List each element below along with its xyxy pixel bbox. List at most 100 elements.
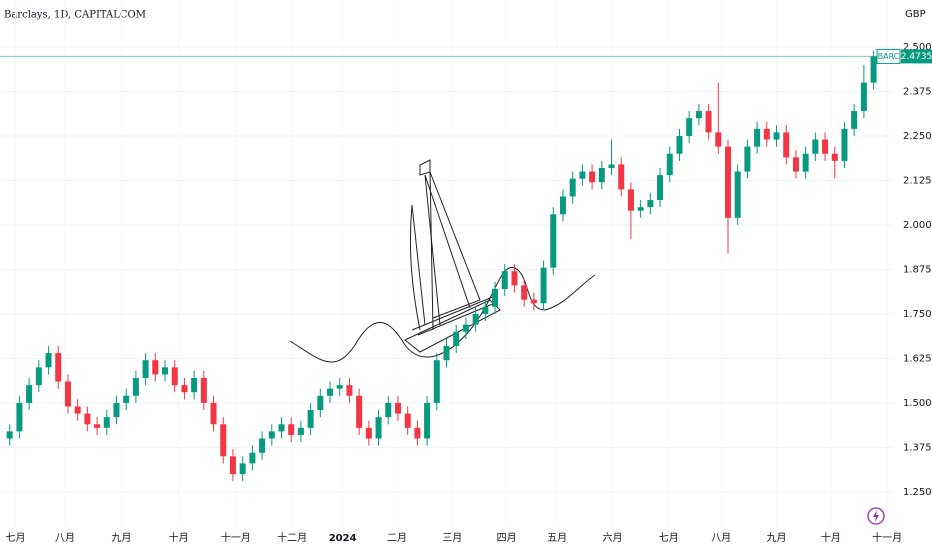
candle-body [773, 132, 780, 140]
candle-body [210, 402, 217, 425]
candle-body [239, 463, 246, 475]
symbol-tag [876, 48, 901, 64]
candle-body [113, 402, 120, 418]
y-tick-label: 2.2500 [903, 131, 932, 142]
candle-body [686, 118, 693, 136]
candle-body [414, 427, 421, 439]
candle-body [404, 413, 411, 428]
candle-body [297, 427, 304, 435]
candle-body [45, 353, 52, 368]
candle-body [550, 214, 557, 268]
candle-body [802, 153, 809, 172]
candle-body [695, 111, 702, 119]
chart-title: Barclays, 1D, CAPITALCOM [4, 10, 146, 21]
candle-body [783, 132, 790, 158]
candle-body [598, 168, 605, 183]
y-tick-label: 1.8750 [903, 264, 932, 275]
price-label: 2.4735 [901, 52, 932, 62]
plot-area [6, 50, 877, 482]
candle-body [647, 200, 654, 208]
candle-body [424, 402, 431, 439]
x-tick-label: 二月 [387, 532, 407, 544]
candle-body [792, 157, 799, 172]
y-tick-label: 1.6250 [903, 353, 932, 364]
candle-body [831, 153, 838, 161]
candle-body [346, 385, 353, 396]
grid [0, 46, 893, 493]
candle-body [501, 271, 508, 290]
candle-body [715, 132, 722, 147]
candle-body [16, 402, 23, 432]
x-tick-label: 十二月 [277, 531, 307, 544]
candle-body [336, 385, 343, 389]
candle-body [618, 164, 625, 190]
candle-body [84, 413, 91, 425]
candle-body [860, 82, 867, 112]
candle-body [6, 431, 13, 439]
y-tick-label: 1.3750 [903, 442, 932, 453]
candle-body [278, 424, 285, 432]
candle-body [220, 424, 227, 457]
candle-body [55, 353, 62, 382]
candle-body [35, 367, 42, 386]
candle-body [754, 128, 761, 147]
candle-body [356, 395, 363, 428]
candle-body [288, 424, 295, 435]
candle-body [103, 417, 110, 428]
candle-body [317, 395, 324, 411]
candle-body [608, 164, 615, 168]
y-tick-label: 1.2500 [903, 487, 932, 498]
candle-body [472, 313, 479, 325]
candle-body [492, 289, 499, 307]
y-tick-label: 1.5000 [903, 398, 932, 409]
candle-body [259, 438, 266, 453]
candle-body [327, 388, 334, 396]
candle-body [589, 171, 596, 183]
y-tick-label: 2.1250 [903, 175, 932, 186]
candle-body [676, 135, 683, 154]
x-tick-label: 九月 [111, 532, 131, 544]
x-tick-label: 十一月 [221, 531, 251, 544]
symbol-label: BARC [878, 52, 900, 61]
y-tick-label: 2.3750 [903, 86, 932, 97]
candle-body [191, 378, 198, 393]
candle-body [521, 285, 528, 300]
candle-body [249, 452, 256, 464]
candle-body [851, 111, 858, 129]
candle-body [666, 153, 673, 176]
candle-body [822, 139, 829, 154]
x-tick-label: 八月 [711, 532, 731, 544]
candle-body [74, 406, 81, 414]
candle-body [181, 385, 188, 393]
candle-body [394, 402, 401, 414]
lightning-icon [867, 507, 885, 525]
y-tick-label: 1.7500 [903, 309, 932, 320]
candle-body [569, 178, 576, 197]
candle-body [171, 367, 178, 386]
candle-body [375, 417, 382, 439]
candle-body [123, 395, 130, 403]
candle-body [559, 196, 566, 215]
candle-body [530, 299, 537, 304]
x-tick-label: 四月 [497, 532, 517, 544]
candle-body [365, 427, 372, 439]
candle-body [443, 345, 450, 361]
x-tick-label: 八月 [55, 532, 75, 544]
candle-body [540, 267, 547, 304]
x-tick-label: 九月 [767, 532, 787, 544]
candle-body [200, 378, 207, 403]
candle-body [744, 146, 751, 172]
candle-body [511, 271, 518, 286]
candle-body [385, 402, 392, 418]
candle-body [705, 111, 712, 133]
candle-body [94, 424, 101, 428]
x-tick-label: 七月 [659, 532, 679, 544]
x-tick-label: 七月 [6, 532, 26, 544]
candle-body [268, 431, 275, 439]
y-tick-label: 2.5000 [903, 42, 932, 53]
candle-body [763, 128, 770, 140]
candle-body [453, 331, 460, 346]
x-tick-label: 十一月 [872, 531, 902, 544]
currency-label: GBP [905, 9, 926, 20]
